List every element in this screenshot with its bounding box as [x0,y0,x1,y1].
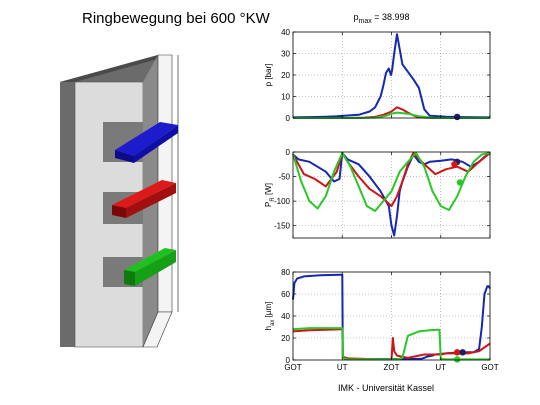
oil-ring [124,248,176,272]
y-tick-label: 0 [286,148,291,157]
y-tick-label: 40 [281,312,290,321]
x-tick-label: GOT [481,363,498,372]
figure-title: Ringbewegung bei 600 °KW [82,10,270,27]
series-line-blue [292,273,491,361]
footer-credit: IMK - Universität Kassel [338,383,435,393]
series-line-green [292,152,491,212]
y-tick-label: 10 [281,93,290,102]
y-tick-label: 60 [281,290,290,299]
marker-green [453,356,461,363]
y-tick-label: 30 [281,50,290,59]
cylinder-liner-edge [142,311,173,348]
y-tick-label: 80 [281,268,290,277]
y-tick-label: -100 [274,197,291,206]
y-axis-label: hax [µm] [264,302,276,331]
chart-2: -150 -100 -50 0 PR [W] [264,148,491,239]
x-tick-label: UT [435,363,446,372]
y-tick-label: -150 [274,222,291,231]
x-tick-label: ZOT [384,363,400,372]
x-tick-label: UT [337,363,348,372]
y-tick-label: 20 [281,71,290,80]
series-line-blue [292,33,490,119]
y-tick-label: 0 [286,114,291,123]
y-tick-label: 40 [281,28,290,37]
compression-ring-2 [112,180,176,208]
chart-title: pmax = 38.998 [353,12,409,25]
marker-red [451,161,458,168]
x-tick-label: GOT [284,363,301,372]
y-tick-label: -50 [278,173,290,182]
y-tick-label: 0 [286,356,291,365]
piston-block-top-face [60,55,172,82]
chart-1: 0 10 20 30 40 pmax = 38.998 p [bar] [264,12,491,123]
series-line-green [292,327,490,361]
y-axis-label: PR [W] [264,183,276,207]
compression-ring-1 [115,122,178,156]
marker-dark [453,113,461,121]
chart-3: 0 20 40 60 80 GOT UT ZOT UT GOT hax [µm] [264,268,499,372]
y-tick-label: 20 [281,334,290,343]
marker-green [456,179,464,186]
marker-dark [459,349,466,356]
marker-red [453,349,461,356]
y-axis-label: p [bar] [264,64,273,87]
